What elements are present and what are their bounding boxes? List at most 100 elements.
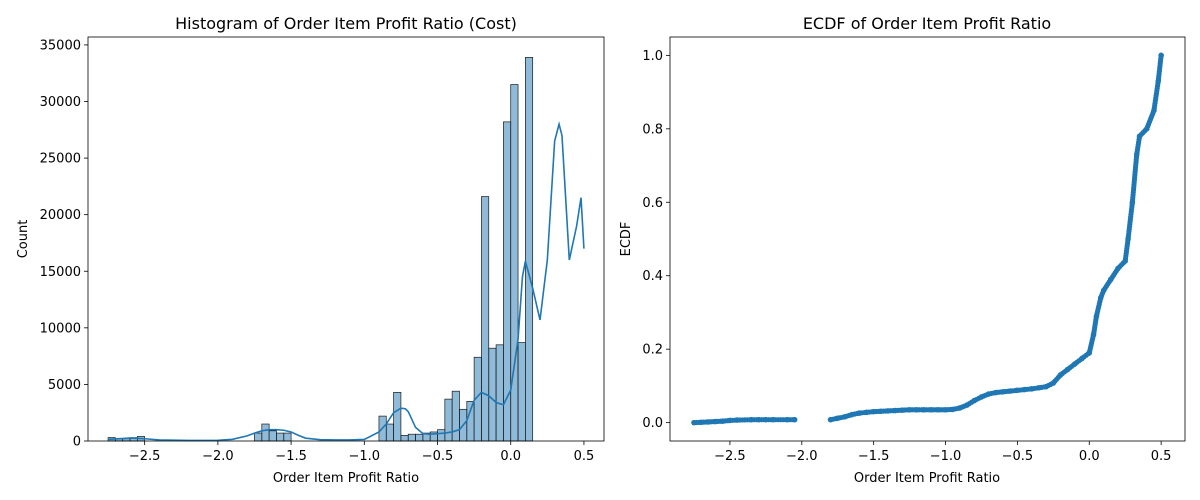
ecdf-point — [1021, 386, 1028, 393]
ecdf-point — [791, 416, 798, 423]
histogram-x-tick-label: −0.5 — [422, 449, 454, 464]
ecdf-y-tick-label: 0.8 — [642, 122, 663, 137]
ecdf-point — [834, 415, 841, 422]
ecdf-point — [1090, 331, 1097, 338]
histogram-bar — [254, 432, 263, 442]
ecdf-point — [957, 405, 963, 411]
ecdf-point — [1000, 388, 1006, 395]
ecdf-x-tick-label: 0.0 — [1079, 449, 1100, 464]
ecdf-y-tick-label: 1.0 — [642, 49, 663, 64]
ecdf-point — [1079, 355, 1085, 362]
histogram-y-tick-label: 15000 — [40, 265, 81, 280]
histogram-bar — [276, 432, 285, 442]
ecdf-point — [755, 416, 762, 423]
histogram-x-tick-label: −1.5 — [275, 449, 307, 464]
ecdf-point — [978, 394, 985, 400]
histogram-bar — [488, 347, 497, 442]
histogram-bar — [525, 57, 534, 442]
histogram-y-tick-label: 10000 — [40, 321, 81, 336]
ecdf-point — [1036, 384, 1042, 391]
histogram-y-ticks: 0 5000 10000 15000 20000 25000 30000 35000 — [40, 38, 88, 450]
ecdf-point — [784, 416, 791, 423]
ecdf-point — [1100, 287, 1107, 294]
ecdf-x-ticks: −2.5 −2.0 −1.5 −1.0 −0.5 0.0 0.5 — [714, 441, 1171, 464]
ecdf-point — [964, 402, 970, 408]
ecdf-point — [1108, 276, 1114, 283]
ecdf-x-axis-label: Order Item Profit Ratio — [854, 471, 1000, 486]
ecdf-point — [1143, 126, 1150, 132]
ecdf-point — [1086, 350, 1093, 356]
histogram-y-tick-label: 0 — [73, 435, 81, 450]
ecdf-point — [1050, 380, 1057, 386]
ecdf-point — [906, 406, 913, 413]
ecdf-title: ECDF of Order Item Profit Ratio — [803, 14, 1051, 33]
ecdf-point — [827, 416, 834, 423]
ecdf-point — [712, 418, 719, 425]
histogram-x-tick-label: −2.0 — [202, 449, 234, 464]
ecdf-point — [763, 416, 769, 423]
ecdf-point — [1133, 151, 1140, 158]
ecdf-point — [1093, 313, 1100, 319]
histogram-bar — [517, 342, 526, 442]
ecdf-point — [928, 406, 934, 413]
ecdf-point — [849, 411, 855, 418]
histogram-kde-line — [108, 120, 585, 442]
histogram-bar — [393, 391, 402, 442]
histogram-bar — [407, 433, 416, 442]
ecdf-point — [1028, 386, 1035, 392]
ecdf-x-tick-label: −2.5 — [714, 449, 746, 464]
histogram-x-tick-label: −1.0 — [349, 449, 381, 464]
ecdf-x-tick-label: −1.5 — [858, 449, 890, 464]
ecdf-point — [1129, 199, 1136, 206]
ecdf-point — [1014, 387, 1021, 394]
ecdf-point — [1064, 366, 1071, 373]
ecdf-y-ticks: 0.0 0.2 0.4 0.6 0.8 1.0 — [642, 49, 670, 431]
histogram-y-tick-label: 5000 — [48, 378, 81, 393]
ecdf-axes-frame — [669, 36, 1186, 442]
ecdf-point — [870, 408, 877, 415]
ecdf-point — [698, 419, 704, 426]
ecdf-point — [727, 417, 733, 424]
histogram-y-tick-label: 25000 — [40, 152, 81, 167]
ecdf-point — [1057, 372, 1064, 378]
histogram-bar — [451, 390, 460, 442]
histogram-title: Histogram of Order Item Profit Ratio (Co… — [175, 14, 517, 33]
histogram-bar — [415, 433, 424, 442]
ecdf-point — [1097, 294, 1104, 301]
ecdf-point — [705, 419, 712, 425]
ecdf-point — [842, 413, 848, 420]
histogram-bar — [283, 432, 292, 442]
ecdf-point — [1125, 236, 1131, 242]
ecdf-point — [1072, 361, 1078, 367]
ecdf-point — [691, 419, 697, 426]
ecdf-point — [719, 418, 726, 424]
ecdf-y-axis-label: ECDF — [619, 222, 634, 257]
ecdf-point — [913, 406, 920, 413]
ecdf-point — [1043, 383, 1049, 390]
histogram-y-axis-label: Count — [16, 220, 31, 259]
ecdf-y-tick-label: 0.2 — [642, 343, 663, 358]
ecdf-point — [899, 407, 906, 413]
ecdf-point — [1155, 78, 1162, 84]
histogram-x-ticks: −2.5 −2.0 −1.5 −1.0 −0.5 0.0 0.5 — [129, 441, 594, 464]
ecdf-point — [971, 397, 978, 404]
ecdf-point — [878, 408, 884, 415]
ecdf-x-tick-label: −2.0 — [786, 449, 818, 464]
histogram-bars — [107, 57, 534, 442]
ecdf-y-tick-label: 0.6 — [642, 196, 663, 211]
ecdf-point — [863, 409, 870, 416]
ecdf-y-tick-label: 0.4 — [642, 269, 663, 284]
ecdf-point — [734, 417, 740, 423]
ecdf-point — [993, 389, 999, 396]
histogram-x-axis-label: Order Item Profit Ratio — [273, 471, 419, 486]
ecdf-point — [935, 406, 942, 413]
ecdf-point — [985, 391, 992, 397]
ecdf-point — [942, 406, 949, 413]
ecdf-point — [921, 406, 927, 413]
ecdf-point — [856, 410, 863, 416]
histogram-bar — [261, 423, 270, 442]
ecdf-point — [748, 416, 755, 423]
ecdf-point — [1136, 133, 1143, 139]
